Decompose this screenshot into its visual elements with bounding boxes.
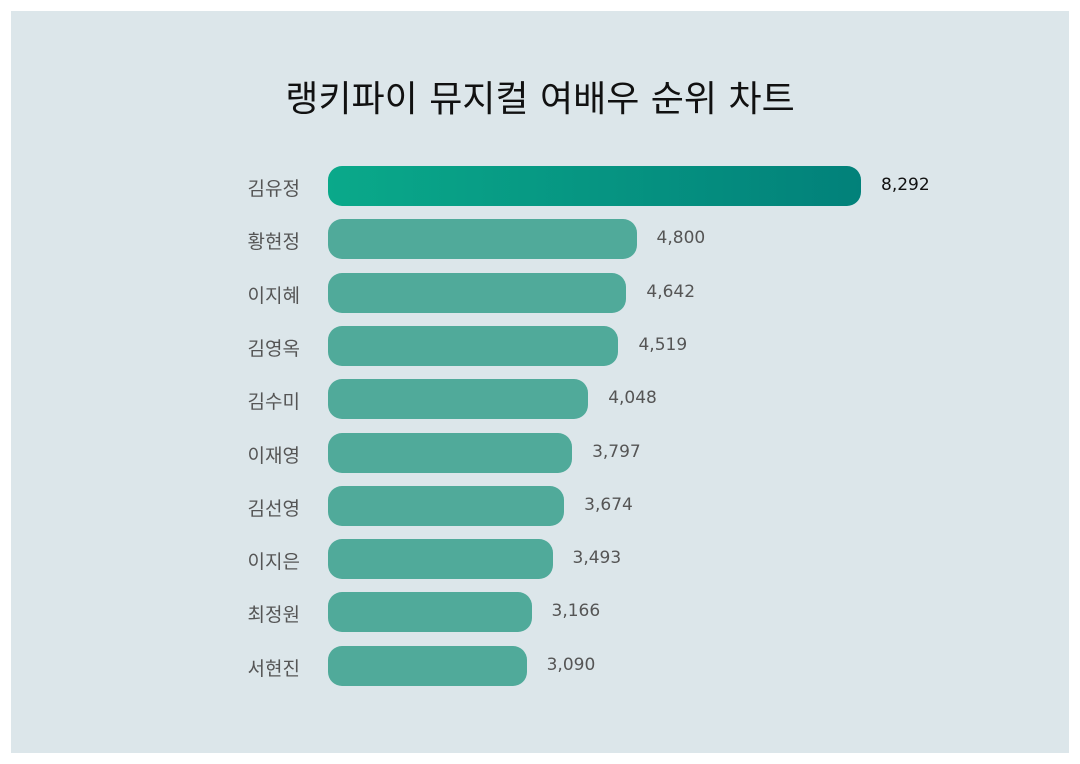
value-label: 4,800	[656, 228, 706, 249]
category-label: 최정원	[247, 604, 300, 627]
bar	[328, 325, 619, 366]
category-label: 이재영	[247, 444, 300, 467]
bar	[328, 485, 565, 526]
bar	[328, 432, 573, 473]
value-label: 3,674	[584, 494, 633, 515]
bar	[328, 272, 627, 313]
category-label: 김선영	[247, 497, 300, 520]
bar	[328, 166, 861, 206]
value-label: 4,642	[646, 281, 696, 302]
value-label: 8,292	[881, 175, 930, 195]
category-label: 이지혜	[247, 284, 300, 307]
value-label: 3,797	[592, 441, 641, 462]
value-label: 3,090	[546, 654, 596, 675]
category-label: 이지은	[247, 551, 300, 574]
bar	[328, 645, 527, 686]
bar	[328, 219, 637, 260]
chart-title: 랭키파이 뮤지컬 여배우 순위 차트	[285, 79, 795, 120]
bar	[328, 592, 532, 633]
bar	[328, 379, 589, 420]
category-label: 김유정	[247, 178, 300, 200]
value-label: 3,493	[572, 548, 622, 569]
category-label: 황현정	[247, 231, 300, 254]
category-label: 서현진	[247, 657, 300, 680]
category-label: 김영옥	[247, 337, 300, 360]
bar	[328, 539, 553, 580]
value-label: 4,048	[608, 388, 657, 409]
category-label: 김수미	[247, 391, 300, 414]
value-label: 4,519	[638, 334, 688, 355]
value-label: 3,166	[551, 601, 601, 622]
